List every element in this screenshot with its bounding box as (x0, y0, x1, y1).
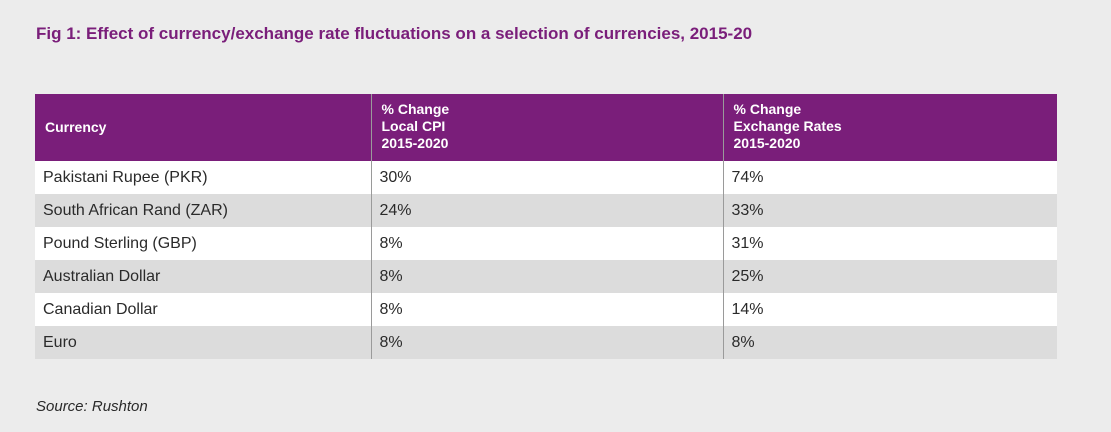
cell-local-cpi: 8% (370, 293, 723, 326)
cell-exchange-rate: 33% (722, 194, 1057, 227)
header-exchange-rates: % Change Exchange Rates 2015-2020 (722, 94, 1057, 161)
table-row: Australian Dollar 8% 25% (35, 260, 1057, 293)
cell-local-cpi: 8% (370, 260, 723, 293)
cell-local-cpi: 24% (370, 194, 723, 227)
header-local-cpi-line-2: Local CPI (381, 118, 446, 134)
table-row: Pakistani Rupee (PKR) 30% 74% (35, 161, 1057, 194)
header-local-cpi-line-1: % Change (381, 101, 450, 117)
cell-exchange-rate: 31% (722, 227, 1057, 260)
cell-exchange-rate: 14% (722, 293, 1057, 326)
cell-currency: Canadian Dollar (35, 293, 371, 326)
table-header-row: Currency % Change Local CPI 2015-2020 % … (35, 94, 1057, 161)
cell-currency: Australian Dollar (35, 260, 371, 293)
cell-local-cpi: 8% (370, 227, 723, 260)
header-local-cpi-line-3: 2015-2020 (381, 135, 449, 151)
cell-exchange-rate: 8% (722, 326, 1057, 359)
header-exchange-rates-line-2: Exchange Rates (733, 118, 842, 134)
cell-exchange-rate: 74% (722, 161, 1057, 194)
cell-currency: Euro (35, 326, 371, 359)
table-row: Pound Sterling (GBP) 8% 31% (35, 227, 1057, 260)
header-exchange-rates-line-1: % Change (733, 101, 802, 117)
header-local-cpi: % Change Local CPI 2015-2020 (370, 94, 723, 161)
cell-currency: Pound Sterling (GBP) (35, 227, 371, 260)
currency-table: Currency % Change Local CPI 2015-2020 % … (35, 94, 1057, 359)
cell-currency: South African Rand (ZAR) (35, 194, 371, 227)
table-row: Canadian Dollar 8% 14% (35, 293, 1057, 326)
table-row: Euro 8% 8% (35, 326, 1057, 359)
cell-local-cpi: 30% (370, 161, 723, 194)
source-note: Source: Rushton (36, 398, 148, 415)
table-row: South African Rand (ZAR) 24% 33% (35, 194, 1057, 227)
header-currency-line: Currency (45, 119, 107, 135)
header-currency: Currency (35, 94, 371, 161)
cell-local-cpi: 8% (370, 326, 723, 359)
cell-exchange-rate: 25% (722, 260, 1057, 293)
header-exchange-rates-line-3: 2015-2020 (733, 135, 801, 151)
figure-title: Fig 1: Effect of currency/exchange rate … (36, 24, 753, 43)
cell-currency: Pakistani Rupee (PKR) (35, 161, 371, 194)
